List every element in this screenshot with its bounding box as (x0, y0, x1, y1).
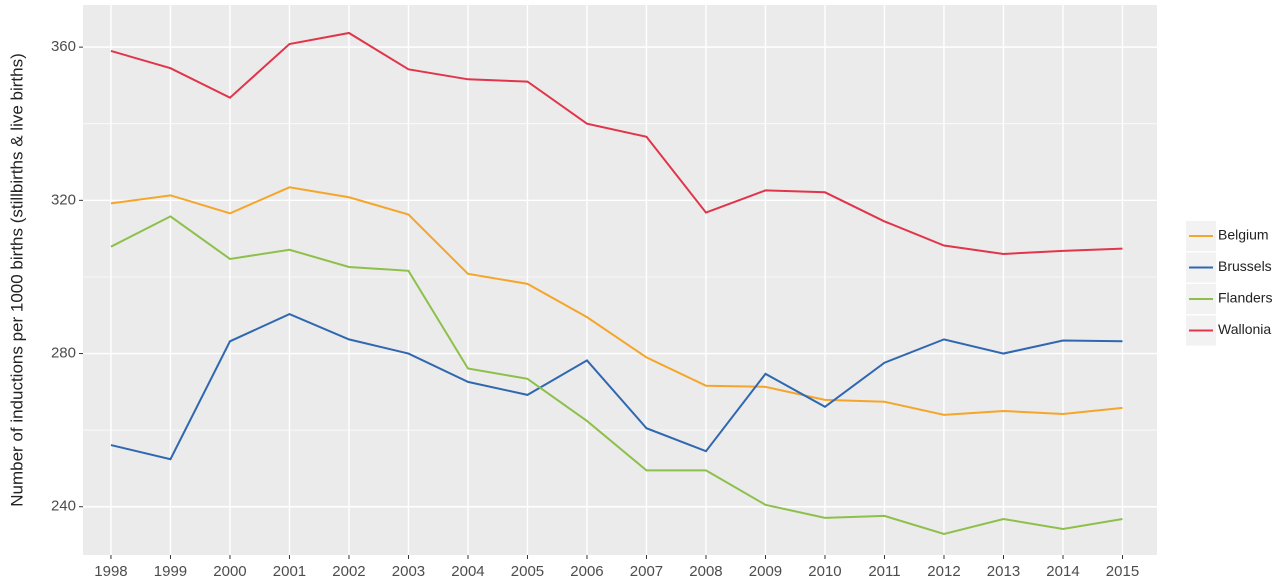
legend-label: Brussels (1218, 258, 1272, 274)
line (110, 215, 1123, 535)
x-tick-label: 2009 (749, 563, 782, 580)
x-tick-label: 2008 (689, 563, 722, 580)
x-tick-label: 2000 (213, 563, 246, 580)
y-tick-label: 360 (51, 38, 76, 55)
x-tick-label: 2015 (1106, 563, 1139, 580)
x-tick-label: 2003 (392, 563, 425, 580)
x-tick-label: 2006 (570, 563, 603, 580)
y-tick-label: 280 (51, 345, 76, 362)
line (110, 186, 1123, 416)
x-tick-label: 2010 (808, 563, 841, 580)
x-tick-label: 2002 (332, 563, 365, 580)
panel (83, 5, 1157, 555)
x-tick-label: 2004 (451, 563, 484, 580)
x-tick-label: 2005 (511, 563, 544, 580)
x-tick-label: 1998 (94, 563, 127, 580)
line (110, 312, 1123, 461)
x-tick-label: 2013 (987, 563, 1020, 580)
x-tick-label: 2001 (273, 563, 306, 580)
y-axis-label: Number of inductions per 1000 births (st… (7, 53, 26, 507)
x-tick-label: 2014 (1046, 563, 1079, 580)
legend-label: Flanders (1218, 290, 1272, 306)
x-tick-label: 2011 (868, 563, 900, 580)
x-tick-label: 2012 (927, 563, 960, 580)
legend-label: Belgium (1218, 227, 1269, 243)
line (110, 31, 1123, 255)
x-tick-label: 1999 (154, 563, 187, 580)
y-tick-label: 320 (51, 191, 76, 208)
x-tick-label: 2007 (630, 563, 663, 580)
legend-label: Wallonia (1218, 321, 1271, 337)
y-tick-label: 240 (51, 498, 76, 515)
